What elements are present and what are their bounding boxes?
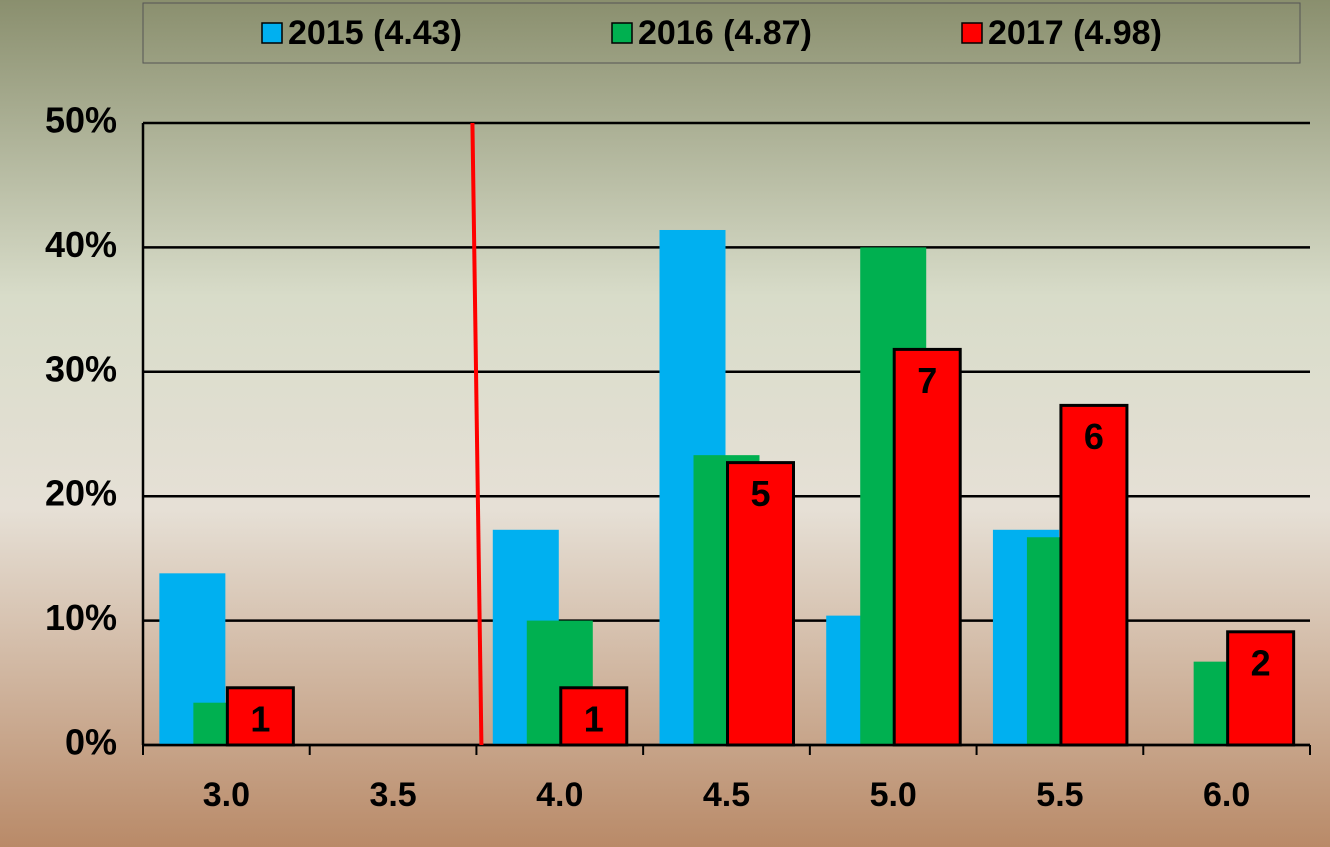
legend-box (142, 2, 1301, 64)
legend-swatch (961, 22, 983, 44)
y-tick-label: 50% (45, 100, 117, 141)
x-tick-label: 4.5 (703, 776, 750, 814)
y-tick-label: 10% (45, 597, 117, 638)
data-label: 1 (250, 698, 270, 739)
bar (559, 686, 629, 747)
threshold-line (470, 122, 484, 746)
x-tick-label: 3.0 (203, 776, 250, 814)
data-label: 6 (1084, 416, 1104, 457)
bar (1059, 403, 1129, 747)
x-tick-label: 4.0 (536, 776, 583, 814)
data-label: 7 (917, 360, 937, 401)
x-tick-label: 6.0 (1203, 776, 1250, 814)
y-tick-label: 0% (65, 722, 117, 763)
y-tick-label: 20% (45, 473, 117, 514)
x-tick-label: 5.5 (1036, 776, 1083, 814)
bar (892, 347, 962, 747)
legend-label: 2016 (4.87) (638, 14, 812, 52)
bar (726, 461, 795, 747)
x-tick-label: 5.0 (870, 776, 917, 814)
bar (1226, 630, 1296, 747)
data-label: 2 (1251, 642, 1271, 683)
y-tick-label: 30% (45, 348, 117, 389)
legend-swatch (261, 22, 283, 44)
data-label: 1 (584, 698, 604, 739)
legend-swatch (611, 22, 633, 44)
x-tick-label: 3.5 (369, 776, 416, 814)
y-tick-label: 40% (45, 224, 117, 265)
legend-label: 2017 (4.98) (988, 14, 1162, 52)
data-label: 5 (750, 473, 770, 514)
legend-label: 2015 (4.43) (288, 14, 462, 52)
